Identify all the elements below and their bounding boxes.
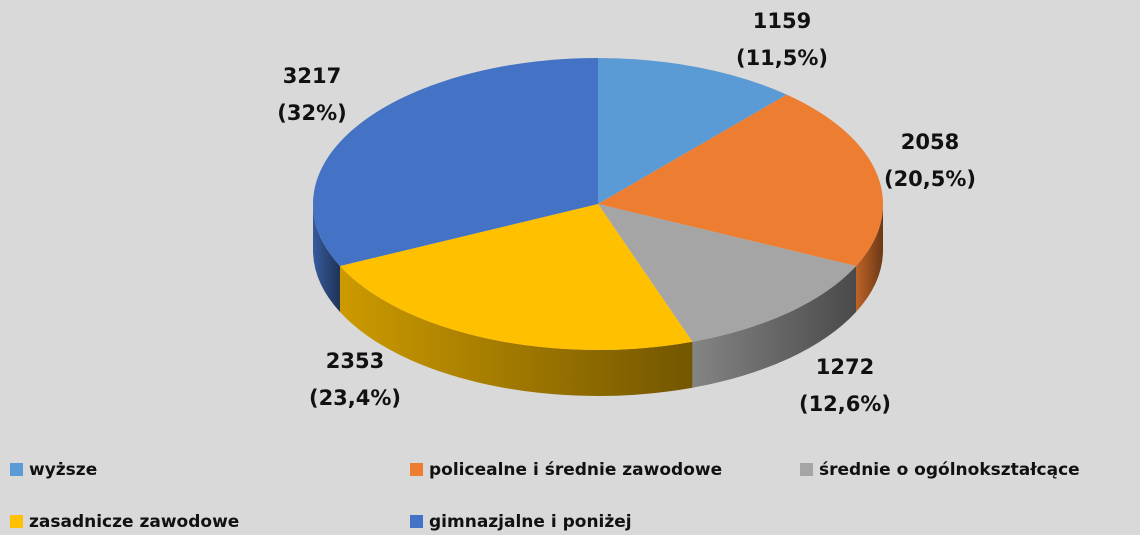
data-label-value: 1159 xyxy=(753,9,811,33)
data-label-percent: (32%) xyxy=(277,101,346,125)
slice-side xyxy=(339,266,693,396)
legend-label: policealne i średnie zawodowe xyxy=(429,460,722,480)
data-label-percent: (11,5%) xyxy=(736,46,828,70)
data-label-percent: (12,6%) xyxy=(799,392,891,416)
legend-swatch xyxy=(10,463,23,476)
legend-swatch xyxy=(410,515,423,528)
data-label-value: 1272 xyxy=(816,355,874,379)
legend-swatch xyxy=(410,463,423,476)
slice xyxy=(312,58,598,267)
legend-swatch xyxy=(10,515,23,528)
data-label-percent: (20,5%) xyxy=(884,167,976,191)
data-label-value: 3217 xyxy=(283,64,341,88)
legend-label: zasadnicze zawodowe xyxy=(29,512,239,532)
legend-label: średnie o ogólnokształcące xyxy=(819,460,1080,480)
slice xyxy=(339,204,693,350)
data-label-value: 2058 xyxy=(901,130,959,154)
slice-side xyxy=(692,266,857,388)
data-label-value: 2353 xyxy=(326,349,384,373)
slice xyxy=(598,94,883,267)
data-label-percent: (23,4%) xyxy=(309,386,401,410)
slice-side xyxy=(856,204,883,313)
legend-label: wyższe xyxy=(29,460,97,480)
slice xyxy=(598,58,787,204)
legend-swatch xyxy=(800,463,813,476)
legend-label: gimnazjalne i poniżej xyxy=(429,512,632,532)
slice-side xyxy=(313,204,340,313)
slice xyxy=(598,204,857,342)
